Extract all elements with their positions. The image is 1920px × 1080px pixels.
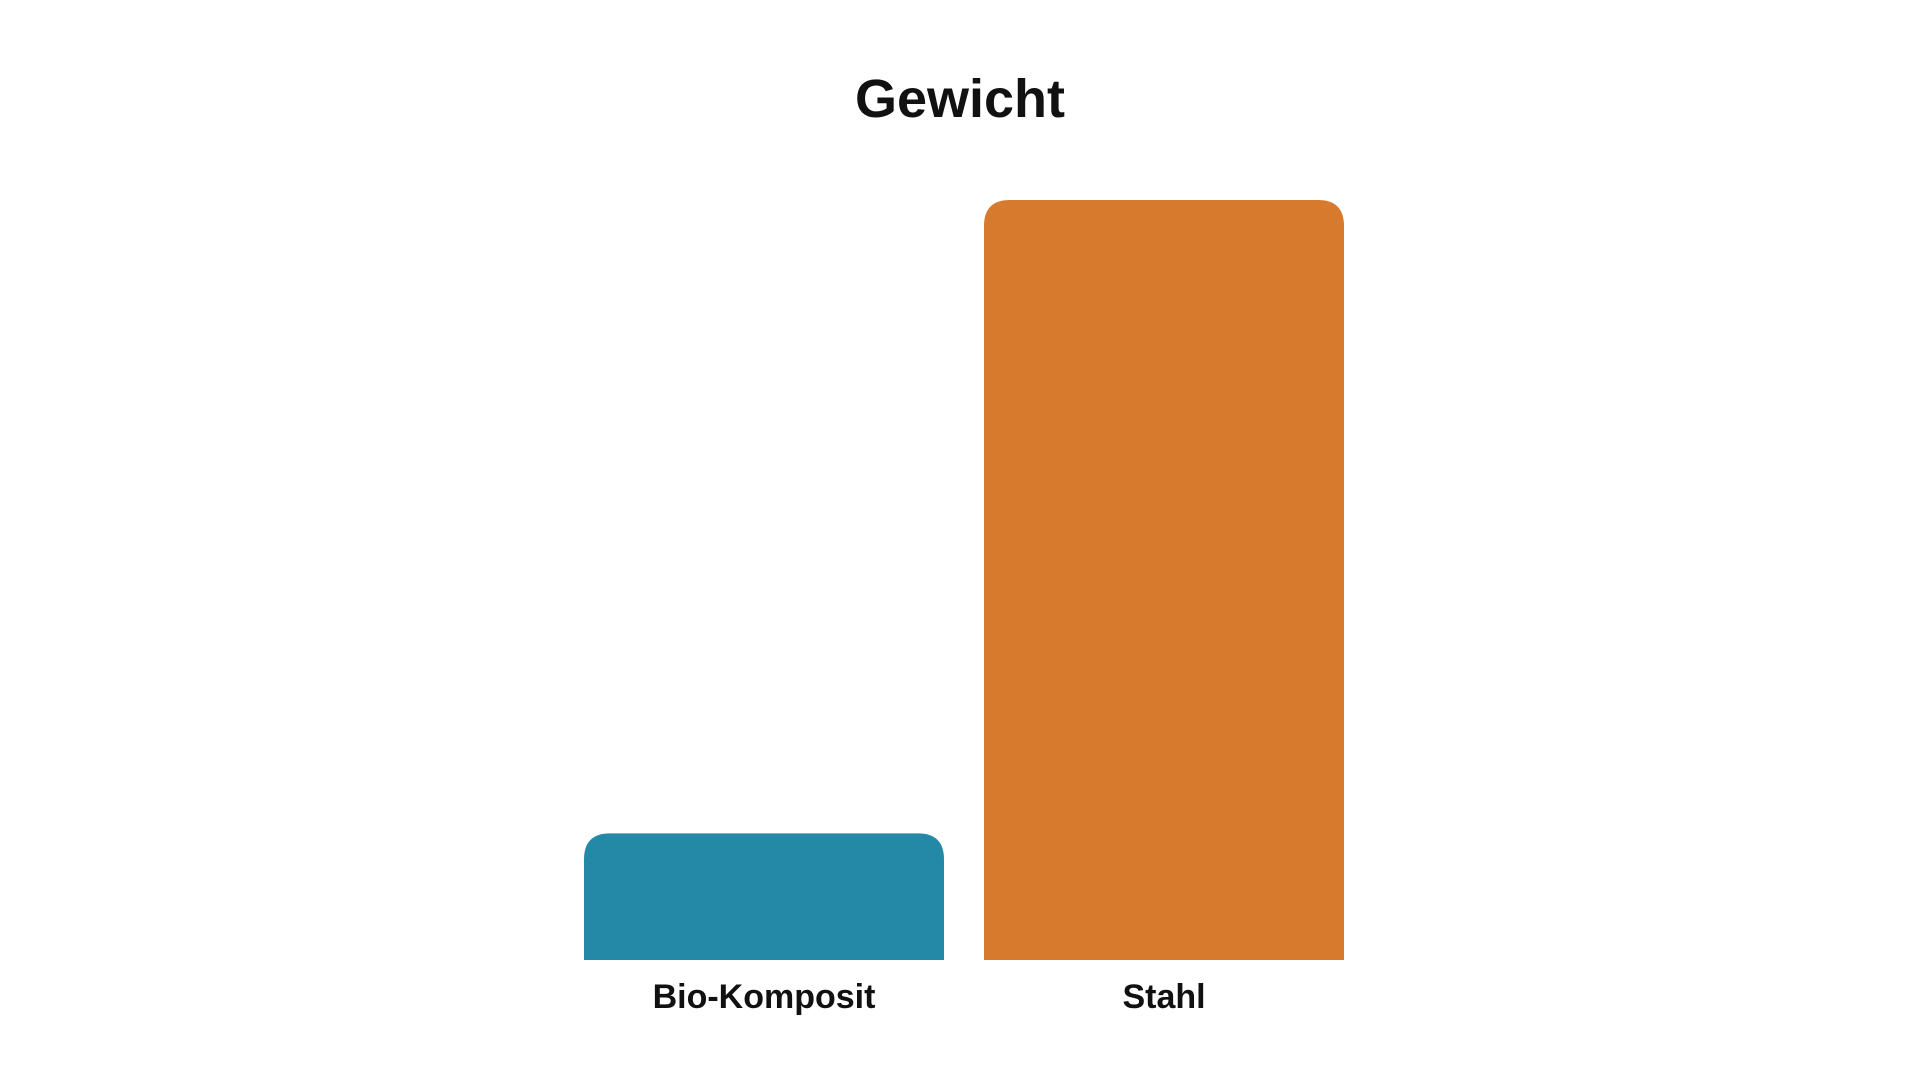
chart-title: Gewicht <box>855 69 1065 129</box>
bar-stahl <box>984 200 1344 960</box>
category-labels-group: Bio-Komposit Stahl <box>653 978 1206 1016</box>
category-label-stahl: Stahl <box>1122 978 1205 1016</box>
category-label-bio-komposit: Bio-Komposit <box>653 978 876 1016</box>
bars-group <box>584 200 1344 960</box>
bar-bio-komposit <box>584 833 944 960</box>
